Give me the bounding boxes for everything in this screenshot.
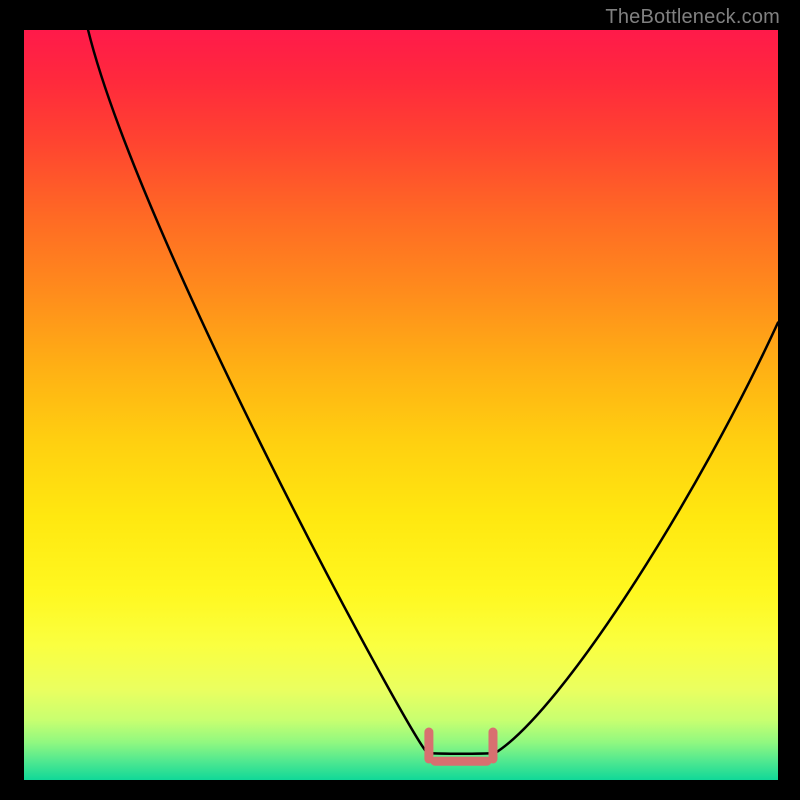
watermark-text: TheBottleneck.com bbox=[605, 6, 780, 29]
bottleneck-chart bbox=[0, 0, 800, 800]
chart-frame: TheBottleneck.com bbox=[0, 0, 800, 800]
bottleneck-curve bbox=[88, 30, 778, 754]
plot-gradient-area bbox=[24, 30, 778, 780]
